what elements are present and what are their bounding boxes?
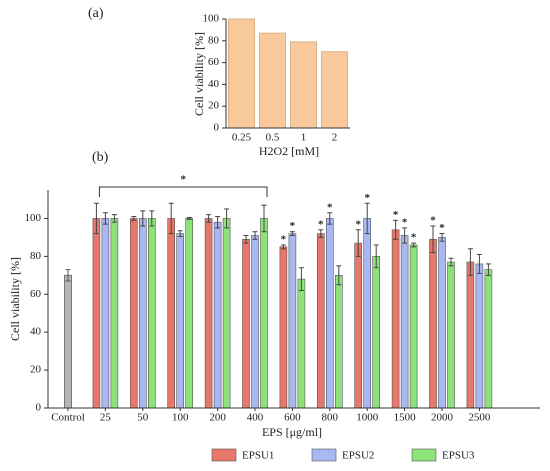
y-tick-label: 80 <box>208 34 220 46</box>
bar <box>409 244 418 409</box>
bar <box>227 18 256 129</box>
bracket <box>98 186 268 197</box>
bar <box>110 218 119 409</box>
x-tick-label: 100 <box>172 412 189 424</box>
significance-mark: * <box>364 192 370 204</box>
bar <box>242 238 250 409</box>
bar <box>251 235 259 409</box>
y-tick-label: 60 <box>208 56 220 68</box>
x-tick-label: Control <box>51 412 85 424</box>
bar <box>92 218 101 409</box>
significance-mark: * <box>355 218 361 230</box>
y-axis-label: Cell viability [%] <box>8 257 22 341</box>
bar <box>484 269 493 409</box>
legend-label: EPSU2 <box>342 450 374 462</box>
legend-swatch <box>311 448 337 462</box>
x-tick-label: 600 <box>284 412 301 424</box>
y-tick-label: 40 <box>208 78 220 90</box>
x-tick-label: 0.5 <box>266 132 280 144</box>
y-axis-label: Cell viability [%] <box>192 32 206 116</box>
bar <box>475 263 484 409</box>
y-tick-label: 100 <box>203 13 220 25</box>
legend-label: EPSU1 <box>242 450 274 462</box>
bar <box>185 218 193 409</box>
bar <box>288 233 297 409</box>
bar <box>130 218 138 409</box>
bar <box>101 218 110 409</box>
bar <box>167 218 175 409</box>
significance-mark: * <box>402 216 408 228</box>
bar <box>372 256 381 409</box>
bar <box>148 218 156 409</box>
y-tick-label: 100 <box>25 212 42 224</box>
bar <box>438 237 446 409</box>
legend-swatch <box>411 448 437 462</box>
x-tick-label: 0.25 <box>232 132 252 144</box>
y-tick-label: 20 <box>208 100 220 112</box>
x-tick-label: 200 <box>209 412 226 424</box>
bar <box>222 218 231 409</box>
bar <box>176 233 184 409</box>
bar <box>325 218 334 409</box>
bar <box>279 246 288 409</box>
significance-mark: * <box>439 222 445 234</box>
x-tick-label: 50 <box>137 412 149 424</box>
panel-label: (b) <box>92 150 109 165</box>
bar <box>429 238 437 409</box>
significance-mark: * <box>411 232 417 244</box>
bracket-label: * <box>180 174 186 186</box>
x-tick-label: 1 <box>301 132 307 144</box>
x-tick-label: 1000 <box>356 412 379 424</box>
significance-mark: * <box>393 209 399 221</box>
bar <box>204 218 213 409</box>
x-tick-label: 400 <box>247 412 264 424</box>
significance-mark: * <box>430 215 436 227</box>
legend-swatch <box>211 448 237 462</box>
x-tick-label: 2000 <box>431 412 454 424</box>
y-tick-label: 80 <box>30 250 42 262</box>
bar <box>139 218 147 409</box>
x-axis-label: EPS [μg/ml] <box>262 425 322 439</box>
bar <box>447 261 455 409</box>
significance-mark: * <box>318 218 324 230</box>
bar <box>320 51 349 129</box>
x-tick-label: 800 <box>322 412 339 424</box>
x-tick-label: 25 <box>100 412 112 424</box>
significance-mark: * <box>290 220 296 232</box>
bar <box>297 278 306 409</box>
bar <box>260 218 268 409</box>
y-tick-label: 40 <box>30 326 42 338</box>
legend-label: EPSU3 <box>442 450 475 462</box>
panel-label: (a) <box>88 6 104 21</box>
y-tick-label: 0 <box>36 402 42 414</box>
x-tick-label: 2 <box>332 132 338 144</box>
x-axis-label: H2O2 [mM] <box>259 144 319 158</box>
y-tick-label: 60 <box>30 288 42 300</box>
bar <box>391 229 400 409</box>
bar <box>400 235 409 409</box>
bar <box>466 261 475 409</box>
bar <box>316 233 325 409</box>
significance-mark: * <box>327 201 333 213</box>
y-tick-label: 20 <box>30 364 42 376</box>
x-tick-label: 2500 <box>468 412 491 424</box>
x-tick-label: 1500 <box>394 412 417 424</box>
significance-mark: * <box>281 234 287 246</box>
control-bar <box>64 274 72 409</box>
bar <box>213 221 222 409</box>
bar <box>289 41 318 129</box>
bar <box>258 32 287 129</box>
y-tick-label: 0 <box>214 122 220 134</box>
bar <box>363 218 372 409</box>
bar <box>334 275 343 409</box>
bar <box>354 242 363 409</box>
